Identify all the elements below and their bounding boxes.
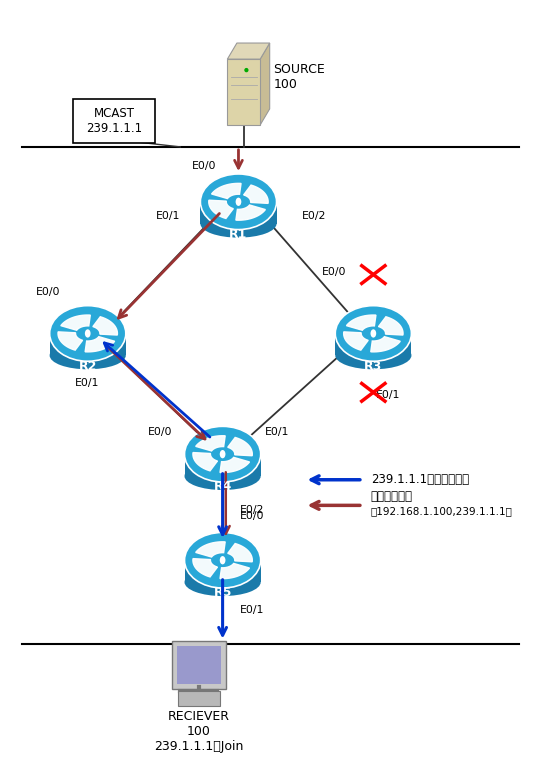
- Text: E0/1: E0/1: [376, 389, 401, 399]
- Polygon shape: [196, 542, 225, 557]
- Text: E0/0: E0/0: [36, 287, 60, 296]
- Polygon shape: [244, 185, 268, 203]
- Polygon shape: [212, 184, 241, 199]
- Ellipse shape: [185, 533, 261, 588]
- Text: E0/1: E0/1: [74, 379, 99, 389]
- Polygon shape: [236, 205, 266, 220]
- Text: R4: R4: [213, 480, 232, 493]
- Polygon shape: [379, 317, 403, 335]
- Polygon shape: [220, 563, 250, 578]
- FancyBboxPatch shape: [228, 59, 260, 125]
- Text: E0/1: E0/1: [265, 427, 289, 437]
- Text: E0/0: E0/0: [321, 267, 346, 277]
- FancyBboxPatch shape: [177, 691, 220, 706]
- Polygon shape: [220, 457, 250, 472]
- Text: R1: R1: [229, 228, 247, 241]
- Text: E0/2: E0/2: [302, 210, 326, 221]
- FancyBboxPatch shape: [73, 99, 155, 143]
- Text: E0/0: E0/0: [192, 161, 217, 171]
- Ellipse shape: [370, 329, 376, 338]
- Polygon shape: [93, 317, 117, 335]
- Polygon shape: [228, 543, 252, 562]
- Ellipse shape: [185, 463, 261, 490]
- Text: E0/1: E0/1: [156, 210, 180, 221]
- Polygon shape: [58, 331, 83, 351]
- PathPatch shape: [185, 560, 261, 582]
- Text: RECIEVER
100
239.1.1.1にJoin: RECIEVER 100 239.1.1.1にJoin: [154, 710, 244, 753]
- Polygon shape: [228, 437, 252, 456]
- Text: （192.168.1.100,239.1.1.1）: （192.168.1.100,239.1.1.1）: [371, 506, 512, 516]
- Ellipse shape: [50, 306, 126, 361]
- PathPatch shape: [335, 334, 412, 355]
- FancyBboxPatch shape: [177, 646, 221, 684]
- Ellipse shape: [185, 427, 261, 482]
- Text: R5: R5: [213, 586, 232, 600]
- Ellipse shape: [236, 197, 241, 206]
- Ellipse shape: [244, 68, 249, 72]
- Ellipse shape: [185, 568, 261, 596]
- Text: MCAST
239.1.1.1: MCAST 239.1.1.1: [86, 107, 142, 136]
- PathPatch shape: [201, 202, 277, 224]
- PathPatch shape: [185, 454, 261, 476]
- Polygon shape: [347, 315, 376, 330]
- Text: SOURCE
100: SOURCE 100: [273, 63, 325, 91]
- PathPatch shape: [50, 334, 126, 355]
- Ellipse shape: [220, 450, 225, 458]
- Text: E0/2: E0/2: [240, 504, 264, 515]
- Ellipse shape: [201, 174, 277, 229]
- Polygon shape: [260, 43, 269, 125]
- Polygon shape: [61, 315, 90, 330]
- Polygon shape: [196, 436, 225, 451]
- Ellipse shape: [220, 556, 225, 565]
- FancyBboxPatch shape: [172, 641, 225, 689]
- Text: 239.1.1.1の共有ツリー: 239.1.1.1の共有ツリー: [371, 473, 469, 486]
- Polygon shape: [228, 43, 269, 59]
- Ellipse shape: [335, 341, 412, 370]
- Polygon shape: [193, 453, 218, 471]
- Ellipse shape: [335, 306, 412, 361]
- Ellipse shape: [50, 341, 126, 370]
- Text: E0/0: E0/0: [240, 511, 264, 520]
- Polygon shape: [193, 559, 218, 577]
- Ellipse shape: [201, 210, 277, 238]
- Text: E0/0: E0/0: [148, 427, 172, 437]
- Text: R3: R3: [364, 360, 382, 373]
- Text: 送信元ツリー: 送信元ツリー: [371, 490, 413, 503]
- Ellipse shape: [85, 329, 90, 338]
- Polygon shape: [85, 337, 115, 352]
- Polygon shape: [344, 331, 368, 351]
- Polygon shape: [209, 200, 233, 219]
- Text: R2: R2: [79, 360, 97, 373]
- Text: E0/1: E0/1: [240, 605, 264, 615]
- Polygon shape: [371, 337, 400, 352]
